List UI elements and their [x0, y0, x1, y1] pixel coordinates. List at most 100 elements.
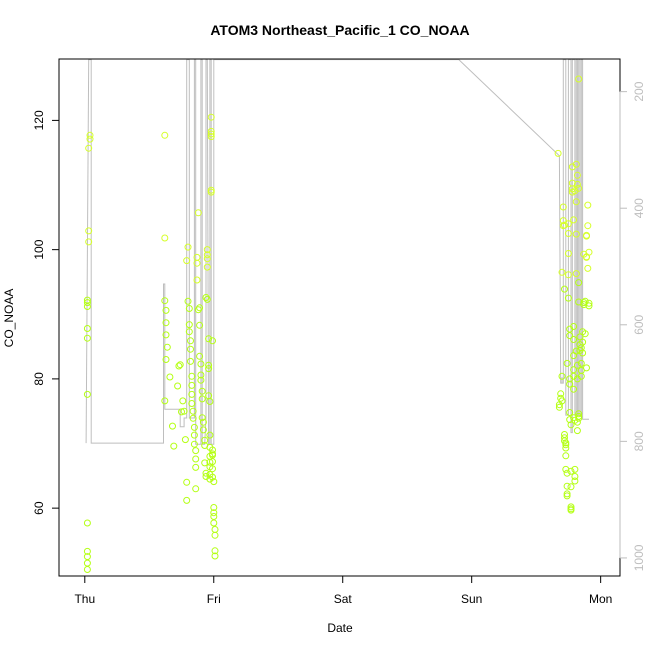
- data-point: [567, 483, 575, 491]
- data-point: [570, 385, 578, 393]
- data-point: [163, 343, 171, 351]
- data-point: [554, 149, 562, 157]
- data-point: [209, 446, 216, 454]
- data-point: [211, 531, 219, 539]
- data-point: [162, 356, 170, 363]
- data-point: [562, 441, 570, 449]
- data-point: [210, 519, 218, 527]
- data-point: [179, 397, 187, 405]
- data-point: [162, 306, 170, 314]
- data-point: [187, 337, 194, 345]
- y-tick-label: 80: [32, 372, 46, 386]
- data-point: [580, 299, 588, 307]
- x-tick-label: Sat: [334, 592, 353, 606]
- data-point: [189, 414, 197, 422]
- data-point: [207, 188, 215, 196]
- data-point: [205, 335, 213, 343]
- data-point: [187, 345, 194, 353]
- data-point: [199, 418, 207, 426]
- data-point: [190, 431, 198, 439]
- data-point: [579, 338, 587, 346]
- data-point: [201, 436, 209, 444]
- data-point: [572, 270, 580, 278]
- data-point: [166, 373, 174, 381]
- data-point: [183, 496, 191, 504]
- data-point: [561, 437, 568, 445]
- data-point: [211, 547, 219, 555]
- data-point: [566, 409, 574, 416]
- data-point: [564, 230, 572, 237]
- data-point: [577, 372, 585, 380]
- y-axis: 60 80 100 120: [32, 110, 60, 515]
- data-point: [210, 478, 218, 486]
- data-point: [162, 319, 170, 327]
- data-point: [585, 299, 593, 307]
- data-point: [209, 337, 216, 345]
- data-point: [203, 246, 211, 254]
- data-point: [190, 423, 198, 431]
- data-point: [563, 490, 571, 498]
- data-point: [575, 184, 583, 192]
- y2-tick-label: 1000: [632, 544, 646, 571]
- data-point: [210, 504, 218, 511]
- data-point: [203, 255, 211, 263]
- y2-tick-label: 800: [632, 431, 646, 451]
- data-point: [187, 357, 194, 365]
- data-point: [571, 465, 579, 473]
- data-point: [584, 264, 592, 272]
- data-point: [206, 398, 214, 405]
- data-point: [563, 359, 571, 367]
- data-point: [188, 400, 196, 407]
- data-point: [196, 321, 204, 329]
- data-point: [570, 336, 578, 343]
- y-tick-label: 120: [32, 110, 46, 130]
- data-point: [207, 113, 215, 121]
- data-point: [207, 130, 215, 138]
- data-point: [83, 519, 91, 527]
- data-point: [561, 285, 568, 293]
- data-points-layer: [83, 75, 593, 573]
- data-point: [570, 323, 578, 330]
- data-point: [573, 171, 581, 179]
- data-point: [83, 390, 91, 398]
- data-point: [584, 201, 592, 209]
- data-point: [571, 477, 579, 485]
- data-point: [581, 297, 589, 305]
- data-point: [566, 380, 574, 388]
- y-axis-label: CO_NOAA: [2, 289, 16, 348]
- data-point: [572, 347, 580, 355]
- secondary-y-axis: 200 400 600 800 1000: [619, 81, 646, 571]
- data-point: [192, 485, 200, 493]
- data-point: [581, 330, 589, 338]
- data-point: [210, 509, 218, 517]
- data-point: [197, 376, 205, 384]
- data-point: [210, 513, 218, 520]
- data-point: [203, 251, 211, 259]
- data-point: [585, 302, 593, 310]
- data-point: [175, 362, 183, 370]
- data-point: [573, 427, 581, 435]
- data-point: [194, 209, 202, 217]
- data-point: [192, 447, 200, 455]
- data-point: [192, 455, 200, 463]
- data-point: [562, 439, 570, 447]
- data-point: [563, 492, 571, 500]
- y-tick-label: 100: [32, 239, 46, 259]
- data-point: [194, 306, 202, 314]
- data-point: [577, 359, 585, 367]
- y-tick-label: 60: [32, 501, 46, 515]
- data-point: [199, 426, 207, 434]
- data-point: [193, 259, 201, 267]
- data-point: [211, 552, 219, 560]
- data-point: [198, 395, 206, 403]
- plot-frame: [58, 58, 621, 577]
- data-point: [559, 203, 567, 211]
- data-point: [583, 364, 590, 372]
- data-point: [161, 131, 169, 139]
- data-point: [561, 434, 568, 442]
- pressure-line-layer: [85, 59, 589, 445]
- data-point: [161, 234, 169, 242]
- data-point: [202, 469, 210, 477]
- data-point: [170, 442, 178, 450]
